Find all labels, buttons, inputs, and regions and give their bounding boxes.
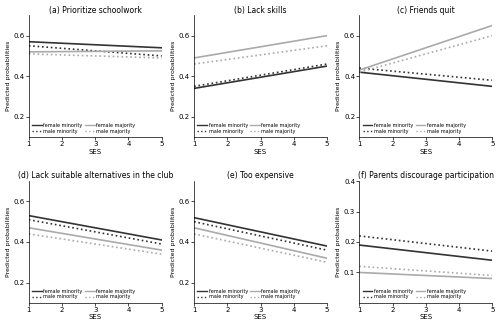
Legend: female minority, male minority, female majority, male majority: female minority, male minority, female m… — [31, 122, 136, 135]
Title: (b) Lack skills: (b) Lack skills — [234, 6, 287, 15]
Y-axis label: Predicted probabilities: Predicted probabilities — [171, 207, 176, 277]
Legend: female minority, male minority, female majority, male majority: female minority, male minority, female m… — [362, 288, 467, 301]
X-axis label: SES: SES — [419, 149, 432, 155]
Y-axis label: Predicted probabilities: Predicted probabilities — [171, 41, 176, 111]
Y-axis label: Predicted probabilities: Predicted probabilities — [6, 41, 10, 111]
Legend: female minority, male minority, female majority, male majority: female minority, male minority, female m… — [31, 288, 136, 301]
Title: (c) Friends quit: (c) Friends quit — [397, 6, 454, 15]
Legend: female minority, male minority, female majority, male majority: female minority, male minority, female m… — [196, 288, 302, 301]
Legend: female minority, male minority, female majority, male majority: female minority, male minority, female m… — [362, 122, 467, 135]
Legend: female minority, male minority, female majority, male majority: female minority, male minority, female m… — [196, 122, 302, 135]
X-axis label: SES: SES — [419, 315, 432, 320]
X-axis label: SES: SES — [254, 315, 267, 320]
Title: (d) Lack suitable alternatives in the club: (d) Lack suitable alternatives in the cl… — [18, 171, 173, 180]
X-axis label: SES: SES — [88, 149, 102, 155]
Y-axis label: Predicted probabilities: Predicted probabilities — [336, 41, 341, 111]
Title: (e) Too expensive: (e) Too expensive — [227, 171, 294, 180]
X-axis label: SES: SES — [88, 315, 102, 320]
X-axis label: SES: SES — [254, 149, 267, 155]
Y-axis label: Predicted probabilities: Predicted probabilities — [336, 207, 341, 277]
Title: (f) Parents discourage participation: (f) Parents discourage participation — [358, 171, 494, 180]
Title: (a) Prioritize schoolwork: (a) Prioritize schoolwork — [49, 6, 142, 15]
Y-axis label: Predicted probabilities: Predicted probabilities — [6, 207, 10, 277]
